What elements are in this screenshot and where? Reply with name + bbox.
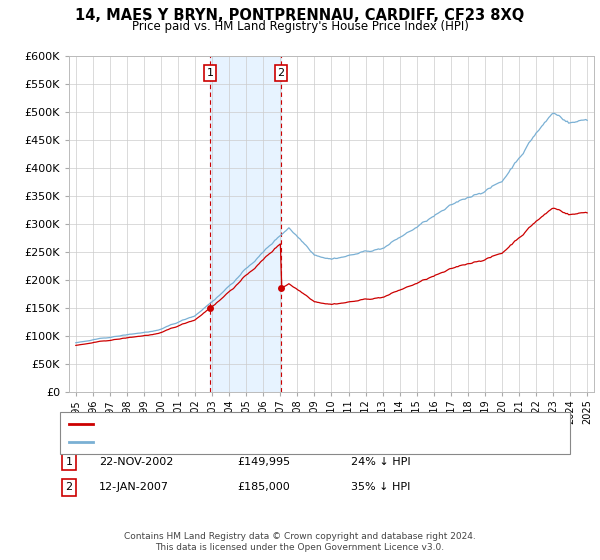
Text: 2: 2 — [65, 482, 73, 492]
Text: 22-NOV-2002: 22-NOV-2002 — [99, 457, 173, 467]
Text: 14, MAES Y BRYN, PONTPRENNAU, CARDIFF, CF23 8XQ: 14, MAES Y BRYN, PONTPRENNAU, CARDIFF, C… — [76, 8, 524, 24]
Text: Price paid vs. HM Land Registry's House Price Index (HPI): Price paid vs. HM Land Registry's House … — [131, 20, 469, 32]
Text: Contains HM Land Registry data © Crown copyright and database right 2024.
This d: Contains HM Land Registry data © Crown c… — [124, 532, 476, 552]
Text: 1: 1 — [65, 457, 73, 467]
Text: 14, MAES Y BRYN, PONTPRENNAU, CARDIFF, CF23 8XQ (detached house): 14, MAES Y BRYN, PONTPRENNAU, CARDIFF, C… — [99, 419, 478, 429]
Text: 35% ↓ HPI: 35% ↓ HPI — [351, 482, 410, 492]
Text: 12-JAN-2007: 12-JAN-2007 — [99, 482, 169, 492]
Text: HPI: Average price, detached house, Cardiff: HPI: Average price, detached house, Card… — [99, 437, 327, 447]
Text: 24% ↓ HPI: 24% ↓ HPI — [351, 457, 410, 467]
Text: 2: 2 — [277, 68, 284, 78]
Text: £185,000: £185,000 — [237, 482, 290, 492]
Bar — [210, 56, 281, 392]
Text: 1: 1 — [206, 68, 214, 78]
Text: £149,995: £149,995 — [237, 457, 290, 467]
